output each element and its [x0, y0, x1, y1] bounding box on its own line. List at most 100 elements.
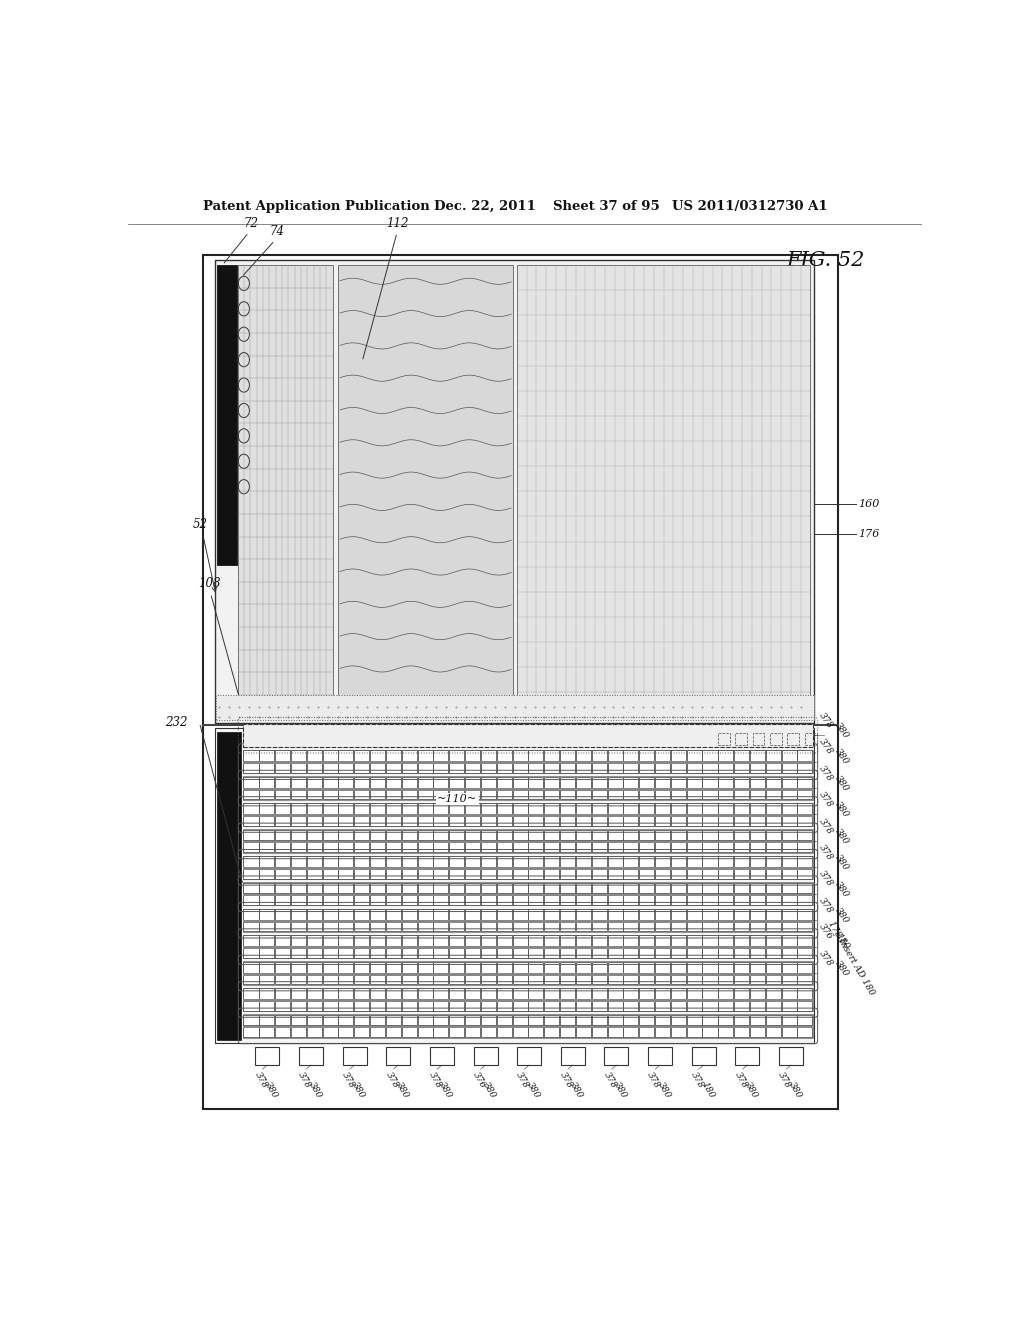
Bar: [655, 841, 670, 853]
Bar: [307, 883, 322, 894]
Bar: [750, 788, 765, 799]
Bar: [386, 894, 401, 906]
Bar: [798, 751, 812, 762]
Bar: [624, 1001, 638, 1011]
Bar: [418, 777, 432, 788]
Bar: [702, 948, 718, 958]
Text: FIG. 52: FIG. 52: [786, 251, 865, 269]
Bar: [465, 909, 480, 920]
Bar: [323, 974, 338, 985]
Bar: [244, 735, 258, 746]
Bar: [401, 762, 417, 772]
Bar: [465, 841, 480, 853]
Bar: [575, 751, 591, 762]
Bar: [481, 974, 496, 985]
Bar: [291, 921, 306, 932]
Bar: [386, 921, 401, 932]
Bar: [575, 974, 591, 985]
Bar: [401, 857, 417, 867]
Bar: [781, 867, 797, 879]
Bar: [354, 989, 370, 999]
Bar: [750, 962, 765, 973]
Bar: [433, 962, 449, 973]
Bar: [243, 920, 813, 923]
Bar: [418, 867, 432, 879]
Bar: [560, 936, 575, 946]
Bar: [607, 1015, 623, 1026]
Bar: [528, 909, 544, 920]
Bar: [528, 989, 544, 999]
Bar: [592, 788, 606, 799]
Bar: [259, 814, 274, 826]
Bar: [386, 735, 401, 746]
Bar: [575, 867, 591, 879]
Bar: [323, 830, 338, 841]
Bar: [465, 814, 480, 826]
Bar: [481, 735, 496, 746]
Bar: [687, 735, 701, 746]
Bar: [473, 1047, 498, 1065]
Bar: [513, 804, 527, 814]
Text: 378: 378: [340, 1071, 356, 1089]
Bar: [465, 921, 480, 932]
Bar: [307, 841, 322, 853]
Bar: [275, 974, 290, 985]
Bar: [544, 762, 559, 772]
Bar: [718, 751, 733, 762]
Bar: [401, 1001, 417, 1011]
Bar: [734, 974, 750, 985]
Bar: [401, 974, 417, 985]
Bar: [671, 725, 686, 735]
Bar: [766, 751, 781, 762]
Bar: [481, 725, 496, 735]
Bar: [798, 962, 812, 973]
Bar: [624, 936, 638, 946]
Bar: [607, 830, 623, 841]
Bar: [401, 841, 417, 853]
Bar: [766, 841, 781, 853]
Bar: [244, 974, 258, 985]
Bar: [418, 841, 432, 853]
Bar: [307, 751, 322, 762]
Bar: [481, 909, 496, 920]
Bar: [655, 735, 670, 746]
Bar: [766, 909, 781, 920]
Bar: [465, 867, 480, 879]
Bar: [624, 788, 638, 799]
Bar: [655, 974, 670, 985]
Bar: [243, 762, 813, 764]
Text: 380: 380: [743, 1080, 760, 1100]
Bar: [481, 830, 496, 841]
Bar: [244, 814, 258, 826]
Bar: [339, 894, 353, 906]
Bar: [655, 725, 670, 735]
Bar: [497, 830, 512, 841]
Bar: [734, 867, 750, 879]
Bar: [781, 725, 797, 735]
Bar: [702, 1027, 718, 1038]
Bar: [433, 841, 449, 853]
Bar: [592, 857, 606, 867]
Bar: [259, 762, 274, 772]
Bar: [671, 1015, 686, 1026]
Bar: [750, 909, 765, 920]
Bar: [243, 776, 813, 800]
Bar: [734, 1027, 750, 1038]
Bar: [655, 814, 670, 826]
Bar: [735, 1047, 760, 1065]
Bar: [734, 804, 750, 814]
Bar: [243, 935, 813, 958]
Bar: [781, 830, 797, 841]
Bar: [259, 921, 274, 932]
Bar: [528, 804, 544, 814]
Bar: [624, 1015, 638, 1026]
Bar: [418, 909, 432, 920]
Text: 380: 380: [834, 800, 851, 820]
Bar: [465, 857, 480, 867]
Bar: [433, 725, 449, 735]
Bar: [671, 814, 686, 826]
Bar: [517, 1047, 541, 1065]
Bar: [655, 894, 670, 906]
Bar: [323, 751, 338, 762]
Bar: [766, 814, 781, 826]
